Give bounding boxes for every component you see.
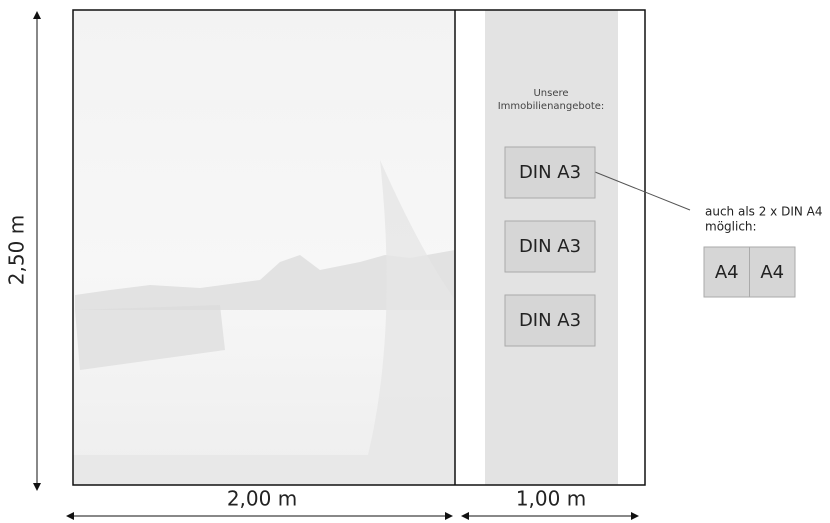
format-box	[504, 294, 596, 347]
a4-label: A4	[760, 262, 784, 283]
note-text: auch als 2 x DIN A4	[705, 205, 823, 219]
photo	[73, 10, 455, 485]
format-label: DIN A3	[519, 310, 581, 331]
width-label: 1,00 m	[516, 487, 586, 511]
format-box	[504, 220, 596, 273]
panel-heading: Unsere	[533, 88, 568, 99]
a4-label: A4	[715, 262, 739, 283]
panel-heading: Immobilienangebote:	[498, 101, 605, 112]
a4-box	[749, 246, 796, 298]
frame	[72, 9, 646, 486]
note-text: möglich:	[705, 220, 757, 234]
format-label: DIN A3	[519, 162, 581, 183]
height-label: 2,50 m	[5, 215, 29, 285]
format-box	[504, 146, 596, 199]
format-label: DIN A3	[519, 236, 581, 257]
width-label: 2,00 m	[227, 487, 297, 511]
connector	[594, 171, 691, 211]
